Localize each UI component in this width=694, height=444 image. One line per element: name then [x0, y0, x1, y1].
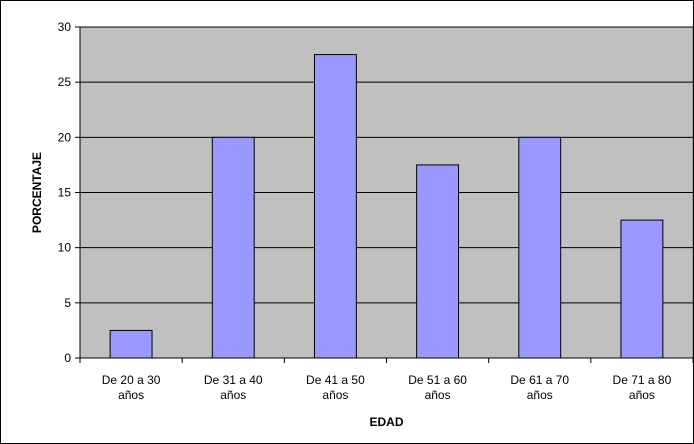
y-tick-label: 20 — [58, 130, 72, 144]
y-axis: 0 5 10 15 20 25 30 — [58, 20, 80, 365]
x-tick-label: De 31 a 40 años — [204, 373, 263, 402]
y-tick-label: 30 — [58, 20, 72, 34]
bar — [621, 220, 663, 358]
y-axis-title: PORCENTAJE — [30, 152, 44, 233]
x-tick-label: De 71 a 80 años — [613, 373, 672, 402]
y-tick-label: 25 — [58, 75, 72, 89]
bar — [212, 137, 254, 358]
bar — [417, 165, 459, 358]
bar — [519, 137, 561, 358]
y-tick-label: 15 — [58, 186, 72, 200]
x-tick-label: De 20 a 30 años — [102, 373, 161, 402]
y-tick-label: 5 — [64, 296, 71, 310]
x-axis: De 20 a 30 años De 31 a 40 años De 41 a 50 añ… — [80, 358, 693, 402]
x-tick-label: De 41 a 50 años — [306, 373, 365, 402]
x-tick-label: De 61 a 70 años — [510, 373, 569, 402]
y-tick-label: 0 — [64, 351, 71, 365]
bar — [110, 330, 152, 358]
bar — [314, 55, 356, 358]
y-tick-label: 10 — [58, 241, 72, 255]
x-axis-title: EDAD — [369, 415, 403, 429]
x-tick-label: De 51 a 60 años — [408, 373, 467, 402]
